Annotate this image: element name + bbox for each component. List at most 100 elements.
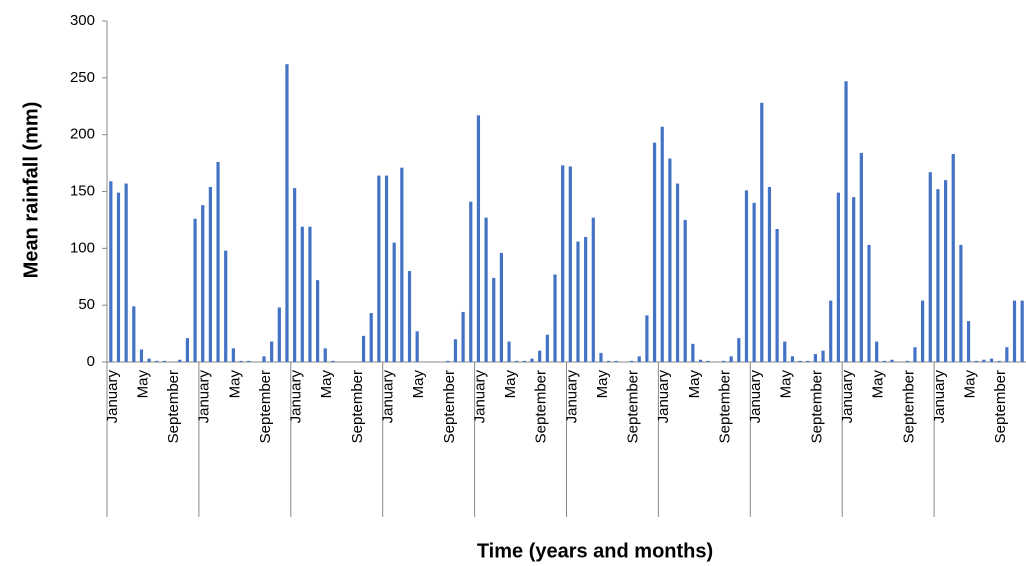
- x-tick-label: January: [379, 370, 396, 424]
- bar: [384, 175, 389, 362]
- bar: [752, 202, 756, 362]
- bar: [744, 190, 749, 362]
- bar: [147, 358, 151, 362]
- bar: [790, 356, 795, 362]
- bar: [821, 350, 825, 362]
- x-axis-title: Time (years and months): [477, 540, 713, 562]
- x-tick-label: May: [594, 370, 611, 399]
- bar: [155, 360, 159, 362]
- bar: [568, 166, 572, 362]
- bar: [316, 280, 320, 362]
- bar: [629, 360, 634, 362]
- x-tick-label: September: [992, 370, 1009, 443]
- x-tick-label: January: [196, 370, 213, 424]
- bar: [829, 300, 833, 362]
- bar: [852, 197, 856, 362]
- bar: [216, 161, 220, 362]
- bar: [124, 183, 128, 362]
- y-tick-label: 300: [70, 12, 95, 29]
- bar: [476, 115, 481, 363]
- x-tick-label: May: [778, 370, 795, 399]
- x-tick-label: May: [502, 370, 519, 399]
- bar: [507, 341, 511, 362]
- x-tick-label: September: [900, 370, 917, 443]
- bar: [806, 360, 810, 362]
- bar: [262, 356, 266, 362]
- y-tick-label: 200: [70, 126, 95, 143]
- x-tick-label: January: [104, 370, 121, 424]
- y-tick-label: 0: [87, 353, 95, 370]
- bar: [109, 181, 113, 362]
- x-tick-label: May: [686, 370, 703, 399]
- bar: [836, 192, 840, 362]
- bar: [553, 274, 557, 362]
- bar: [561, 165, 565, 362]
- bar: [201, 205, 205, 362]
- x-tick-label: September: [165, 370, 182, 443]
- bar: [783, 341, 787, 362]
- bar: [162, 360, 167, 362]
- bar: [576, 241, 580, 362]
- bar: [921, 300, 925, 362]
- bar: [361, 335, 366, 362]
- bar: [461, 311, 465, 362]
- bar: [798, 360, 802, 362]
- bar: [300, 226, 304, 362]
- bar: [614, 360, 618, 362]
- bar: [270, 341, 274, 362]
- x-tick-label: September: [625, 370, 642, 443]
- bar: [943, 180, 948, 362]
- bar: [400, 167, 404, 362]
- x-tick-label: January: [563, 370, 580, 424]
- bar: [392, 242, 396, 362]
- x-tick-label: January: [288, 370, 305, 424]
- bar: [936, 189, 940, 362]
- x-tick-label: January: [655, 370, 672, 424]
- bar: [584, 236, 588, 362]
- bar: [706, 360, 710, 362]
- bar: [989, 358, 994, 362]
- bar: [1005, 347, 1009, 362]
- bar: [982, 359, 986, 362]
- bar: [767, 186, 772, 362]
- x-tick-label: January: [839, 370, 856, 424]
- y-axis-title: Mean rainfall (mm): [20, 102, 42, 279]
- bar: [867, 244, 871, 362]
- x-tick-label: January: [747, 370, 764, 424]
- bar: [1020, 300, 1024, 362]
- bar: [675, 183, 680, 362]
- bar: [645, 315, 649, 362]
- bar: [446, 360, 450, 362]
- bar: [890, 359, 894, 362]
- bar: [591, 217, 595, 362]
- bar: [775, 229, 779, 362]
- x-tick-label: May: [134, 370, 151, 399]
- y-tick-label: 100: [70, 239, 95, 256]
- bar: [997, 360, 1001, 362]
- bar: [959, 244, 963, 362]
- bar: [844, 81, 848, 362]
- bar: [668, 158, 672, 362]
- x-tick-label: September: [441, 370, 458, 443]
- bar: [928, 172, 932, 362]
- y-tick-label: 50: [78, 296, 95, 313]
- bar: [247, 360, 251, 362]
- y-tick-label: 150: [70, 182, 95, 199]
- bar: [859, 152, 863, 362]
- bar: [660, 126, 664, 363]
- y-tick-label: 250: [70, 69, 95, 86]
- bar: [530, 358, 534, 362]
- bar: [492, 277, 496, 362]
- bar: [515, 360, 519, 362]
- bar: [407, 271, 412, 362]
- bar: [277, 307, 281, 362]
- bar: [691, 343, 695, 362]
- bar: [1012, 300, 1017, 362]
- bar: [974, 360, 978, 362]
- bar: [224, 250, 228, 362]
- bar: [522, 360, 526, 362]
- bar: [875, 341, 879, 362]
- bar: [721, 360, 726, 362]
- x-tick-label: January: [931, 370, 948, 424]
- bar: [132, 306, 136, 362]
